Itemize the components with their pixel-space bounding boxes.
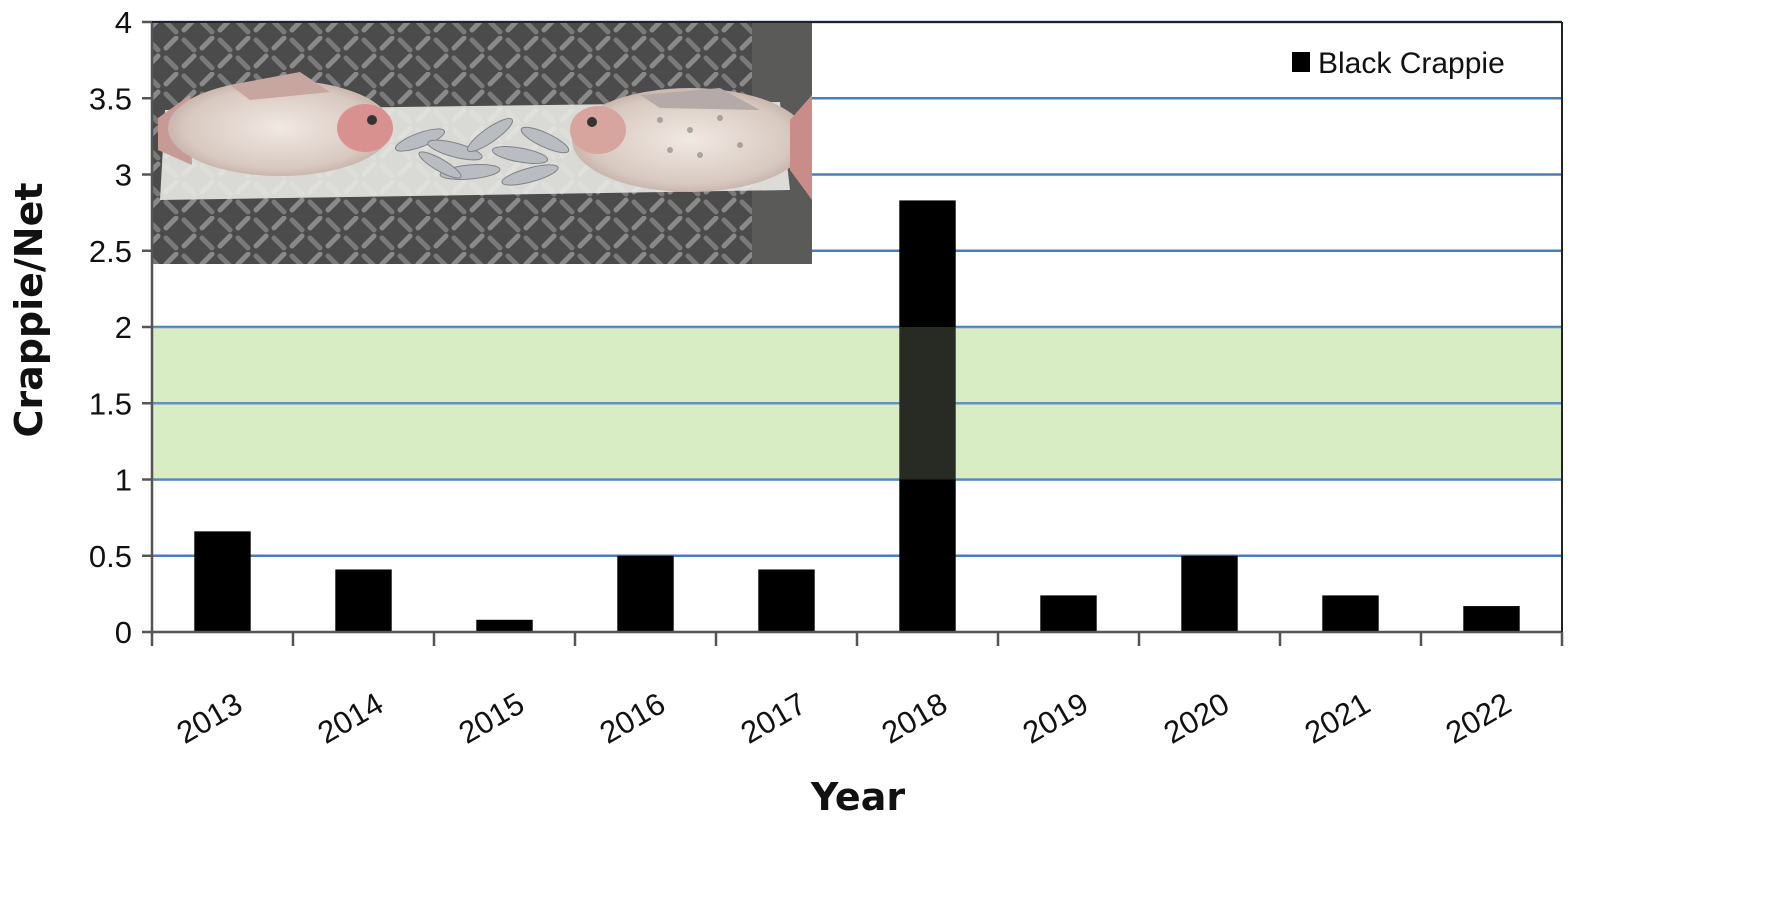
y-axis: 0 0.5 1 1.5 2 2.5 3 3.5 4 bbox=[89, 5, 152, 650]
left-crappie bbox=[158, 72, 393, 176]
target-band-tint bbox=[152, 327, 1562, 480]
bar-2016 bbox=[617, 555, 674, 632]
y-tick-label: 2.5 bbox=[89, 234, 132, 269]
bar-2022 bbox=[1463, 606, 1520, 632]
y-tick-label: 0 bbox=[115, 615, 132, 650]
x-tick-label: 2021 bbox=[1299, 686, 1376, 751]
x-tick-label: 2022 bbox=[1440, 686, 1517, 751]
bar-2013 bbox=[194, 531, 251, 632]
x-axis-title: Year bbox=[810, 775, 905, 819]
y-axis-title: Crappie/Net bbox=[7, 182, 51, 437]
y-tick-label: 2 bbox=[115, 310, 132, 345]
y-tick-label: 4 bbox=[115, 5, 132, 40]
x-tick-label: 2013 bbox=[171, 686, 248, 751]
x-tick-label: 2020 bbox=[1158, 686, 1235, 751]
crappie-photo bbox=[152, 22, 812, 264]
x-tick-label: 2016 bbox=[594, 686, 671, 751]
x-tick-label: 2015 bbox=[453, 686, 530, 751]
x-tick-label: 2014 bbox=[312, 686, 389, 751]
y-tick-label: 0.5 bbox=[89, 539, 132, 574]
y-tick-label: 1.5 bbox=[89, 386, 132, 421]
y-tick-label: 1 bbox=[115, 463, 132, 498]
legend-label: Black Crappie bbox=[1318, 47, 1505, 80]
x-tick-label: 2018 bbox=[876, 686, 953, 751]
axes bbox=[150, 21, 1563, 634]
bar-2020 bbox=[1181, 555, 1238, 632]
bar-2021 bbox=[1322, 595, 1379, 632]
bar-2018 bbox=[899, 200, 956, 633]
y-tick-label: 3 bbox=[115, 158, 132, 193]
x-tick-label: 2019 bbox=[1017, 686, 1094, 751]
bars bbox=[152, 200, 1562, 633]
bar-2015 bbox=[476, 619, 533, 632]
y-tick-label: 3.5 bbox=[89, 81, 132, 116]
bar-2014 bbox=[335, 569, 392, 632]
right-crappie bbox=[570, 88, 812, 200]
x-axis: 2013 2014 2015 2016 2017 2018 2019 2020 2021 2022 bbox=[150, 632, 1564, 751]
legend: Black Crappie bbox=[1292, 47, 1505, 80]
bar-2017 bbox=[758, 569, 815, 632]
legend-swatch bbox=[1292, 52, 1310, 72]
bar-2019 bbox=[1040, 595, 1097, 632]
x-tick-label: 2017 bbox=[735, 686, 812, 751]
